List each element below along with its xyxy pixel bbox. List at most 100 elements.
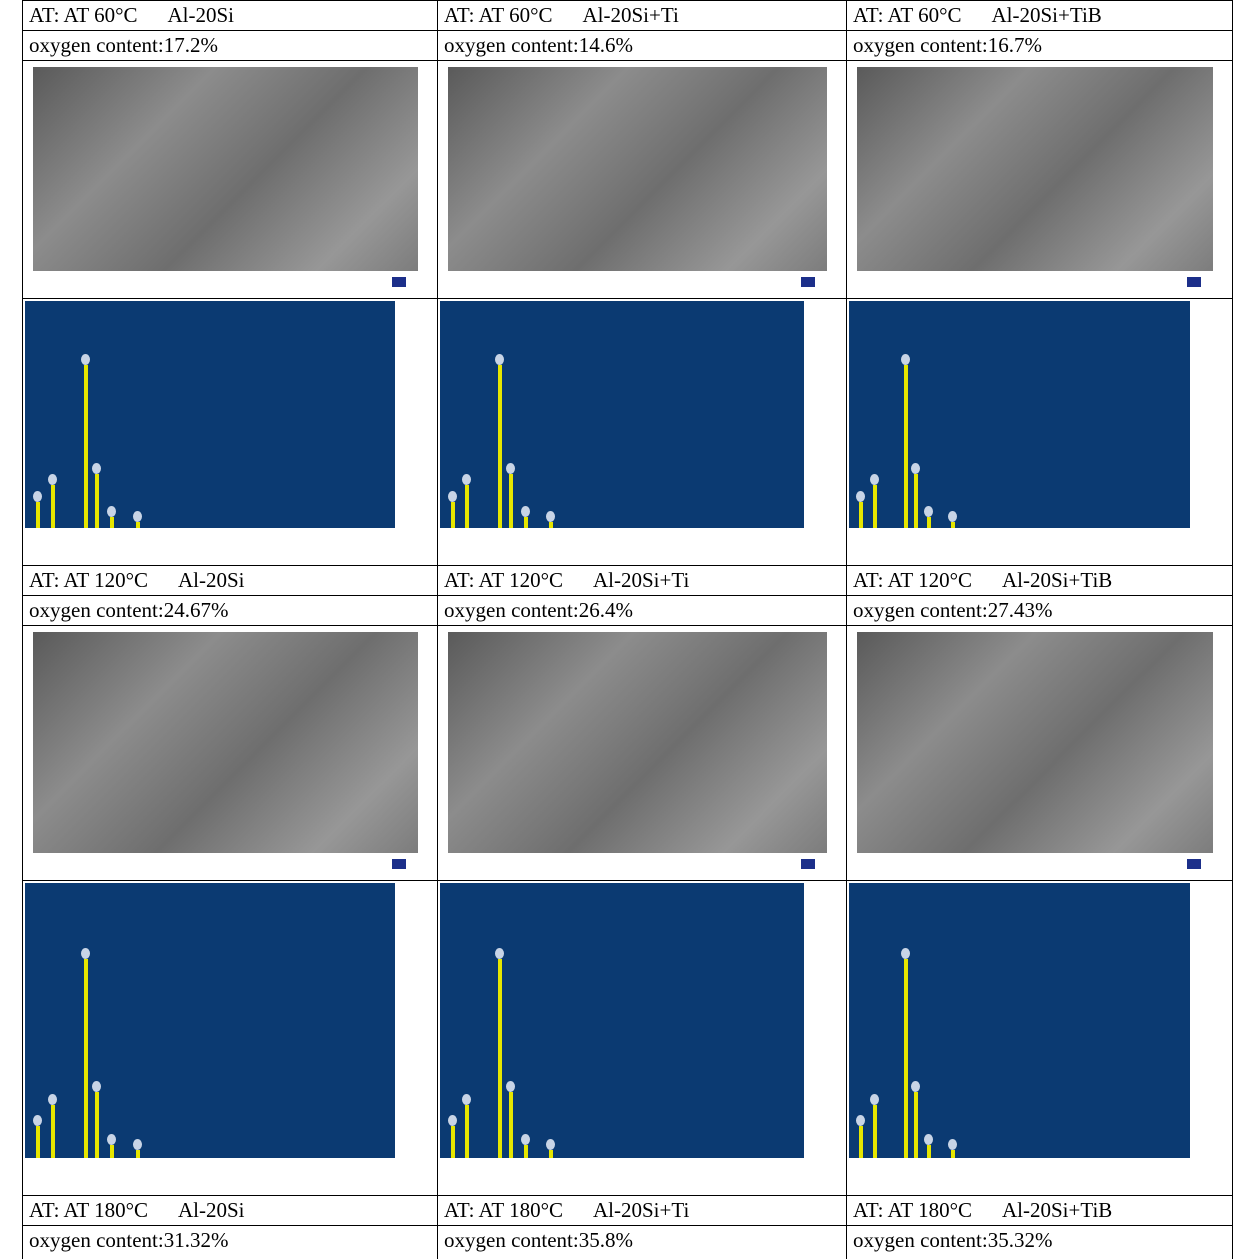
spectrum-peak bbox=[509, 1091, 514, 1158]
peak-marker bbox=[506, 1080, 516, 1092]
spectrum-peak bbox=[509, 473, 514, 528]
oxygen-cell: oxygen content:24.67% bbox=[22, 595, 437, 625]
condition: AT: AT 180°C bbox=[444, 1198, 563, 1222]
peak-marker bbox=[107, 1133, 117, 1145]
sem-logo bbox=[801, 277, 815, 287]
peak-marker bbox=[81, 948, 91, 960]
spectrum-peak bbox=[903, 959, 908, 1158]
peak-marker bbox=[520, 1133, 530, 1145]
spectrum-peak bbox=[136, 1150, 140, 1158]
peak-marker bbox=[869, 1094, 879, 1105]
alloy: Al-20Si bbox=[178, 1198, 245, 1222]
spectrum-peak bbox=[498, 365, 503, 528]
spectrum-peak bbox=[927, 517, 932, 528]
peak-marker bbox=[924, 506, 934, 518]
condition-cell: AT: AT 180°C Al-20Si+Ti bbox=[437, 1195, 846, 1225]
peak-marker bbox=[924, 1133, 934, 1145]
spectrum-cell bbox=[846, 298, 1232, 565]
oxygen-content: oxygen content:27.43% bbox=[853, 598, 1053, 622]
condition-cell: AT: AT 60°C Al-20Si bbox=[22, 0, 437, 30]
alloy: Al-20Si+TiB bbox=[991, 3, 1102, 27]
peak-marker bbox=[506, 462, 516, 474]
spectrum-peak bbox=[927, 1144, 932, 1158]
peak-marker bbox=[910, 462, 920, 474]
spectrum-peak bbox=[84, 959, 89, 1158]
eds-spectrum bbox=[849, 301, 1190, 558]
condition: AT: AT 60°C bbox=[29, 3, 138, 27]
sem-cell bbox=[437, 625, 846, 880]
sem-logo bbox=[392, 277, 406, 287]
sem-info-bar bbox=[857, 271, 1213, 291]
sem-info-bar bbox=[33, 853, 418, 873]
sem-image bbox=[33, 67, 418, 291]
sem-logo bbox=[1187, 859, 1201, 869]
sem-logo bbox=[392, 859, 406, 869]
spectrum-peak bbox=[523, 517, 528, 528]
spectrum-peak bbox=[36, 1126, 41, 1158]
spectrum-peak bbox=[498, 959, 503, 1158]
condition-cell: AT: AT 120°C Al-20Si+TiB bbox=[846, 565, 1232, 595]
oxygen-content: oxygen content:26.4% bbox=[444, 598, 633, 622]
oxygen-cell: oxygen content:14.6% bbox=[437, 30, 846, 60]
sem-logo bbox=[801, 859, 815, 869]
alloy: Al-20Si+Ti bbox=[593, 1198, 690, 1222]
spectrum-peak bbox=[136, 521, 140, 528]
sem-info-bar bbox=[33, 271, 418, 291]
spectrum-peak bbox=[95, 1091, 100, 1158]
oxygen-content: oxygen content:16.7% bbox=[853, 33, 1042, 57]
peak-marker bbox=[546, 1139, 556, 1151]
sem-info-bar bbox=[448, 853, 827, 873]
oxygen-content: oxygen content:24.67% bbox=[29, 598, 229, 622]
spectrum-peak bbox=[84, 365, 89, 528]
peak-marker bbox=[948, 510, 958, 522]
spectrum-peak bbox=[951, 521, 956, 528]
condition: AT: AT 120°C bbox=[853, 568, 972, 592]
alloy: Al-20Si+Ti bbox=[593, 568, 690, 592]
spectrum-axis bbox=[849, 528, 1190, 558]
sem-image bbox=[857, 632, 1213, 873]
peak-marker bbox=[520, 506, 530, 518]
spectrum-cell bbox=[437, 298, 846, 565]
sem-info-bar bbox=[857, 853, 1213, 873]
peak-marker bbox=[900, 948, 910, 960]
sem-cell bbox=[437, 60, 846, 298]
spectrum-peak bbox=[951, 1150, 956, 1158]
spectrum-peak bbox=[450, 501, 455, 528]
peak-marker bbox=[447, 490, 457, 502]
spectrum-peak bbox=[523, 1144, 528, 1158]
peak-marker bbox=[948, 1139, 958, 1151]
spectrum-peak bbox=[913, 1091, 918, 1158]
condition-cell: AT: AT 180°C Al-20Si bbox=[22, 1195, 437, 1225]
condition-cell: AT: AT 120°C Al-20Si bbox=[22, 565, 437, 595]
peak-marker bbox=[856, 1115, 866, 1127]
peak-marker bbox=[33, 490, 43, 502]
condition: AT: AT 180°C bbox=[853, 1198, 972, 1222]
spectrum-cell bbox=[22, 880, 437, 1195]
spectrum-axis bbox=[25, 1158, 395, 1188]
condition-cell: AT: AT 60°C Al-20Si+TiB bbox=[846, 0, 1232, 30]
peak-marker bbox=[81, 354, 91, 366]
spectrum-axis bbox=[25, 528, 395, 558]
peak-marker bbox=[447, 1115, 457, 1127]
eds-spectrum bbox=[849, 883, 1190, 1188]
spectrum-peak bbox=[50, 1105, 55, 1158]
peak-marker bbox=[495, 948, 505, 960]
sem-cell bbox=[22, 60, 437, 298]
peak-marker bbox=[869, 473, 879, 485]
sem-cell bbox=[846, 60, 1232, 298]
eds-spectrum bbox=[25, 301, 395, 558]
alloy: Al-20Si bbox=[178, 568, 245, 592]
condition-cell: AT: AT 60°C Al-20Si+Ti bbox=[437, 0, 846, 30]
peak-marker bbox=[462, 473, 472, 485]
spectrum-peak bbox=[450, 1126, 455, 1158]
peak-marker bbox=[47, 473, 57, 485]
peak-marker bbox=[910, 1080, 920, 1092]
peak-marker bbox=[33, 1115, 43, 1127]
spectrum-peak bbox=[110, 1144, 115, 1158]
spectrum-peak bbox=[36, 501, 41, 528]
oxygen-cell: oxygen content:27.43% bbox=[846, 595, 1232, 625]
condition-cell: AT: AT 120°C Al-20Si+Ti bbox=[437, 565, 846, 595]
oxygen-cell: oxygen content:31.32% bbox=[22, 1225, 437, 1259]
oxygen-content: oxygen content:31.32% bbox=[29, 1228, 229, 1252]
